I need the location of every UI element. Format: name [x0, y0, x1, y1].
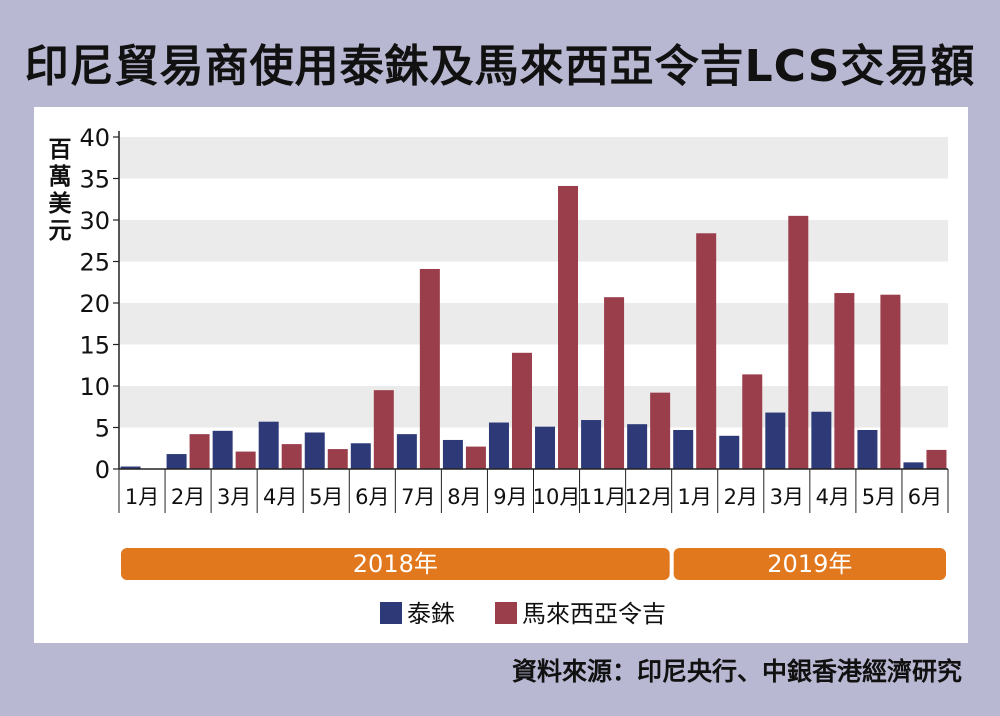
year-bar	[673, 548, 946, 580]
y-tick-label: 30	[79, 207, 110, 235]
bar-myr	[511, 352, 532, 469]
x-tick-label: 9月	[493, 485, 527, 509]
x-tick-label: 10月	[533, 485, 581, 509]
bar-thb	[350, 443, 371, 469]
bar-myr	[419, 268, 440, 469]
legend-label: 馬來西亞令吉	[522, 600, 666, 628]
bar-myr	[742, 374, 763, 469]
y-tick-label: 20	[79, 290, 110, 318]
bar-thb	[304, 432, 325, 469]
x-tick-label: 1月	[678, 485, 712, 509]
x-tick-label: 5月	[309, 485, 343, 509]
bar-thb	[258, 421, 279, 469]
chart-title: 印尼貿易商使用泰銖及馬來西亞令吉LCS交易額	[24, 41, 976, 92]
y-axis-label-char: 元	[49, 218, 72, 244]
y-tick-label: 5	[95, 415, 110, 443]
y-tick-label: 15	[79, 332, 110, 360]
bars	[120, 185, 947, 469]
x-tick-label: 12月	[625, 485, 673, 509]
year-label: 2018年	[353, 550, 438, 578]
bar-thb	[442, 439, 463, 469]
bar-thb	[396, 434, 417, 469]
x-tick-label: 1月	[125, 485, 159, 509]
grid-band	[119, 386, 948, 428]
x-tick-label: 5月	[862, 485, 896, 509]
year-bar	[121, 548, 670, 580]
y-axis-label-char: 百	[49, 137, 72, 163]
bar-thb	[488, 422, 509, 469]
legend-label: 泰銖	[407, 600, 455, 628]
grid-band	[119, 137, 948, 179]
x-tick-label: 3月	[217, 485, 251, 509]
bar-thb	[811, 411, 832, 469]
bar-myr	[696, 233, 717, 469]
grid-bands	[119, 137, 948, 428]
bar-thb	[903, 462, 924, 469]
x-tick-label: 11月	[579, 485, 627, 509]
bar-thb	[166, 454, 187, 469]
x-tick-label: 6月	[908, 485, 942, 509]
bar-myr	[926, 449, 947, 469]
bar-thb	[627, 424, 648, 469]
bar-thb	[535, 426, 556, 469]
legend: 泰銖 馬來西亞令吉	[380, 600, 666, 628]
bar-myr	[465, 446, 486, 469]
bar-myr	[327, 449, 348, 469]
bar-thb	[857, 429, 878, 469]
bar-myr	[834, 293, 855, 469]
source-note: 資料來源：印尼央行、中銀香港經濟研究	[511, 657, 962, 686]
x-tick-label: 4月	[263, 485, 297, 509]
y-axis-label-char: 美	[49, 190, 72, 217]
x-tick-label: 2月	[724, 485, 758, 509]
bar-thb	[581, 420, 602, 469]
y-tick-label: 10	[79, 373, 110, 401]
legend-swatch	[380, 602, 402, 624]
bar-myr	[558, 185, 579, 469]
x-tick-label: 8月	[447, 485, 481, 509]
x-tick-label: 6月	[355, 485, 389, 509]
bar-myr	[281, 444, 302, 469]
year-groups: 2018年 2019年	[121, 548, 946, 580]
y-axis: 0 5 10 15 20 25 30 35 40	[79, 124, 120, 484]
x-tick-label: 3月	[770, 485, 804, 509]
year-label: 2019年	[767, 550, 852, 578]
y-axis-label-char: 萬	[49, 164, 72, 190]
legend-swatch	[495, 602, 517, 624]
bar-thb	[120, 466, 141, 469]
chart-panel: 0 5 10 15 20 25 30 35 40 百萬美元 1月 2月 3月 4月 5月 6月 7月 8月 9月…	[34, 107, 968, 643]
bar-myr	[235, 451, 256, 469]
bar-myr	[189, 434, 210, 469]
y-tick-label: 35	[79, 166, 110, 194]
y-tick-label: 40	[79, 124, 110, 152]
bar-thb	[765, 412, 786, 469]
bar-thb	[673, 429, 694, 469]
bar-myr	[604, 297, 625, 469]
x-tick-label: 2月	[171, 485, 205, 509]
y-tick-label: 0	[95, 456, 110, 484]
x-tick-label: 4月	[816, 485, 850, 509]
grid-band	[119, 303, 948, 345]
bar-thb	[212, 430, 233, 469]
bar-thb	[719, 435, 740, 469]
bar-myr	[788, 215, 809, 469]
bar-myr	[373, 390, 394, 469]
grid-band	[119, 220, 948, 262]
bar-myr	[880, 294, 901, 469]
y-tick-label: 25	[79, 249, 110, 277]
bar-myr	[650, 392, 671, 469]
x-tick-label: 7月	[401, 485, 435, 509]
